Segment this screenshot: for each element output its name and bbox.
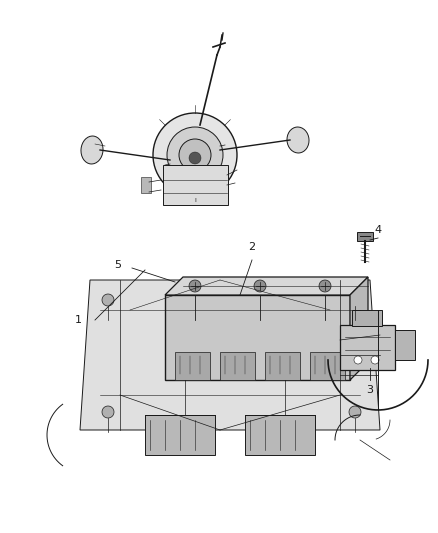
- FancyBboxPatch shape: [145, 415, 215, 455]
- Circle shape: [153, 113, 237, 197]
- Circle shape: [179, 139, 211, 171]
- FancyBboxPatch shape: [352, 310, 382, 326]
- Polygon shape: [80, 280, 380, 430]
- Circle shape: [254, 280, 266, 292]
- Polygon shape: [165, 277, 368, 295]
- FancyBboxPatch shape: [310, 352, 345, 380]
- Text: 1: 1: [74, 315, 81, 325]
- Circle shape: [371, 356, 379, 364]
- FancyBboxPatch shape: [165, 295, 350, 380]
- Circle shape: [189, 280, 201, 292]
- Circle shape: [189, 152, 201, 164]
- FancyBboxPatch shape: [265, 352, 300, 380]
- Ellipse shape: [81, 136, 103, 164]
- Text: 4: 4: [374, 225, 381, 235]
- FancyBboxPatch shape: [395, 330, 415, 360]
- FancyBboxPatch shape: [340, 325, 395, 370]
- FancyBboxPatch shape: [245, 415, 315, 455]
- FancyBboxPatch shape: [175, 352, 210, 380]
- FancyBboxPatch shape: [141, 177, 151, 193]
- FancyBboxPatch shape: [163, 165, 228, 205]
- Text: 5: 5: [114, 260, 121, 270]
- FancyBboxPatch shape: [357, 232, 373, 241]
- Text: 2: 2: [248, 242, 255, 252]
- Circle shape: [354, 356, 362, 364]
- Circle shape: [349, 406, 361, 418]
- Circle shape: [167, 127, 223, 183]
- Circle shape: [102, 294, 114, 306]
- Text: 3: 3: [367, 385, 374, 395]
- Circle shape: [349, 294, 361, 306]
- Ellipse shape: [287, 127, 309, 153]
- Circle shape: [102, 406, 114, 418]
- Polygon shape: [350, 277, 368, 380]
- FancyBboxPatch shape: [220, 352, 255, 380]
- Text: I: I: [194, 198, 196, 203]
- Circle shape: [319, 280, 331, 292]
